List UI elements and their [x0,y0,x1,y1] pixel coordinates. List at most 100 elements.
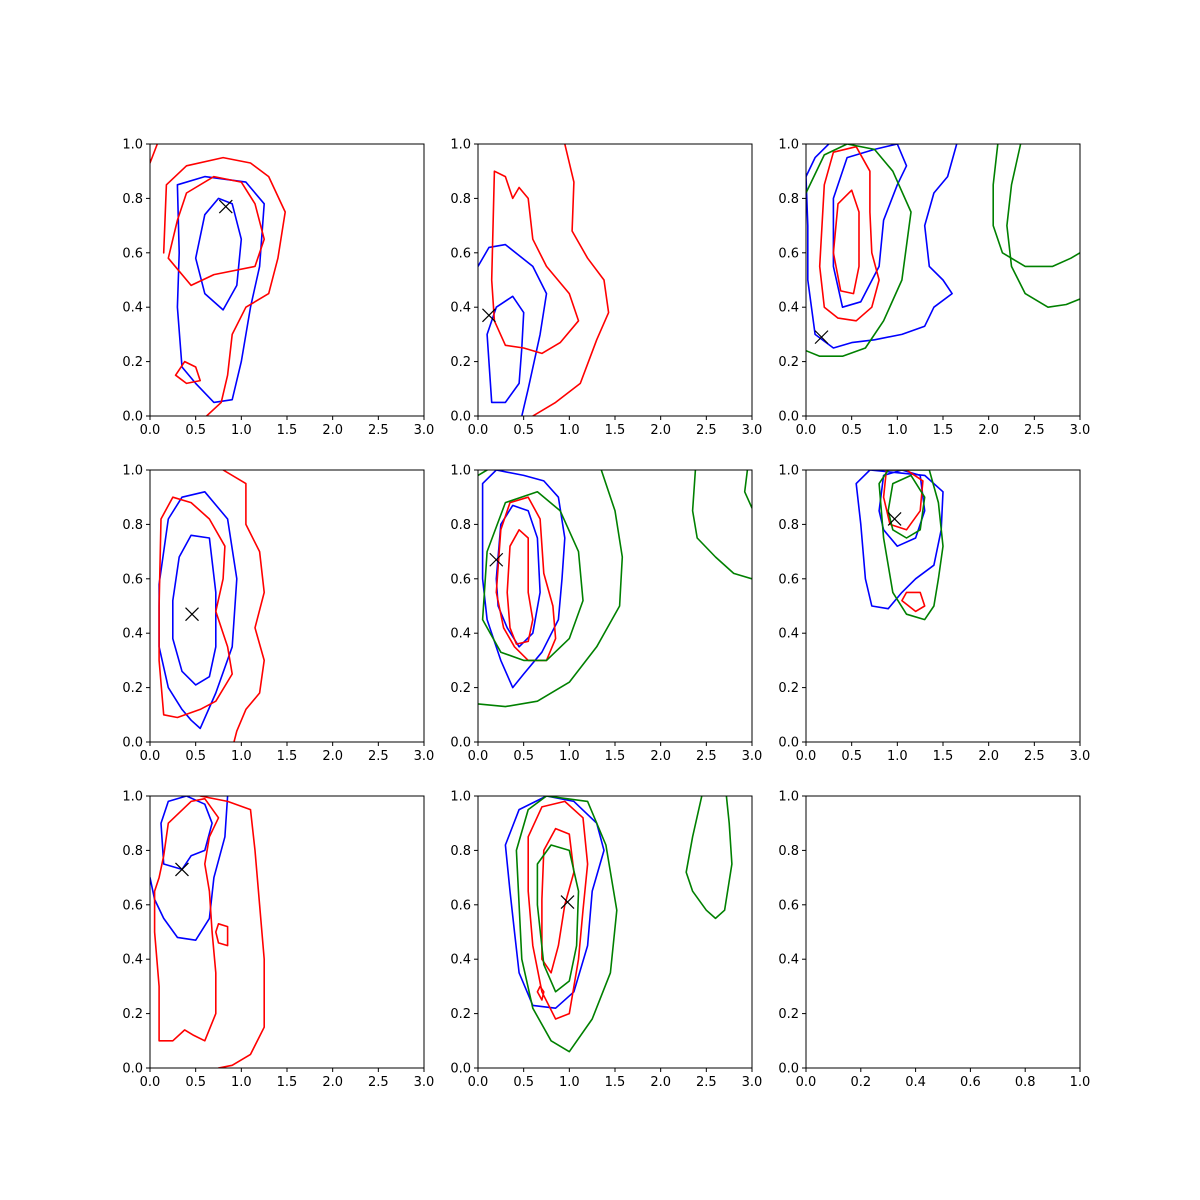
y-tick-label: 0.0 [122,410,143,425]
y-tick-label: 0.2 [778,681,799,696]
x-tick-label: 1.5 [933,423,954,438]
x-marker [482,308,496,323]
red-contour-line [167,175,265,287]
y-tick-label: 0.8 [778,844,799,859]
y-tick-label: 0.4 [122,953,143,968]
x-tick-label: 3.0 [1070,749,1091,764]
x-tick-label: 1.5 [605,423,626,438]
x-tick-label: 0.0 [468,1075,489,1090]
y-tick-label: 0.4 [450,627,471,642]
x-tick-label: 0.0 [796,749,817,764]
y-tick-label: 0.4 [450,301,471,316]
y-tick-label: 0.4 [778,953,799,968]
x-tick-label: 0.5 [185,423,206,438]
plot-area [504,796,733,1053]
panel-row1-col1: 0.0 0.5 1.0 1.5 2.0 2.5 3.0 0.0 0.2 0.4 0.6 0.8 1.0 [122,138,434,439]
x-marker [489,552,504,567]
green-contour-line [481,491,584,662]
blue-contour-line [194,197,243,311]
y-tick-label: 0.2 [122,355,143,370]
blue-contour-line [806,144,830,178]
x-tick-label: 2.5 [1024,423,1045,438]
x-marker-stroke [560,895,575,910]
y-tick-label: 0.2 [122,1007,143,1022]
plot-area [855,470,944,621]
x-tick-label: 0.6 [960,1075,981,1090]
y-tick-label: 0.8 [122,192,143,207]
x-tick-label: 1.0 [887,749,908,764]
red-contour-line [541,827,575,974]
red-contour-line [162,156,286,416]
panel-row3-col3-empty: 0.0 0.2 0.4 0.6 0.8 1.0 0.0 0.2 0.4 0.6 0.8 1.0 [778,790,1090,1091]
x-tick-label: 0.0 [468,749,489,764]
y-tick-label: 0.0 [450,1062,471,1077]
x-marker-stroke [814,330,829,345]
plot-area [150,796,265,1068]
y-tick-label: 1.0 [450,790,471,805]
red-contour-line [536,985,545,1001]
red-contour-line [222,470,265,742]
red-contour-line [150,144,159,164]
green-contour-line [685,796,733,920]
y-tick-label: 0.2 [450,1007,471,1022]
y-tick-label: 0.2 [778,1007,799,1022]
red-contour-line [490,170,580,355]
x-marker [218,199,233,214]
green-contour-line [1006,144,1080,308]
x-tick-label: 0.0 [796,1075,817,1090]
y-tick-label: 0.6 [122,246,143,261]
x-tick-label: 1.0 [887,423,908,438]
y-tick-label: 1.0 [122,138,143,153]
x-tick-label: 0.0 [468,423,489,438]
x-tick-label: 2.5 [696,1075,717,1090]
x-tick-label: 3.0 [414,1075,435,1090]
blue-contour-line [150,796,229,941]
y-tick-label: 0.6 [450,572,471,587]
red-contour-line [199,796,265,1068]
red-contour-line [832,189,860,295]
blue-contour-line [160,796,213,871]
x-tick-label: 1.5 [277,1075,298,1090]
y-tick-label: 0.2 [450,681,471,696]
y-tick-label: 0.8 [450,844,471,859]
x-tick-label: 1.0 [231,423,252,438]
y-tick-label: 0.0 [450,410,471,425]
panel-row2-col2: 0.0 0.5 1.0 1.5 2.0 2.5 3.0 0.0 0.2 0.4 0.6 0.8 1.0 [450,464,762,765]
y-tick-label: 1.0 [122,790,143,805]
y-tick-label: 0.0 [778,736,799,751]
x-tick-label: 0.5 [185,1075,206,1090]
x-tick-label: 3.0 [742,749,763,764]
y-tick-label: 1.0 [122,464,143,479]
y-tick-label: 0.8 [122,518,143,533]
x-tick-label: 2.0 [322,423,343,438]
green-contour-line [806,144,912,357]
y-tick-label: 0.8 [450,518,471,533]
x-tick-label: 1.5 [605,749,626,764]
y-tick-label: 0.0 [122,736,143,751]
y-tick-label: 1.0 [778,790,799,805]
plot-area [478,470,752,708]
y-tick-label: 0.6 [122,572,143,587]
x-tick-label: 0.0 [140,1075,161,1090]
y-tick-label: 0.8 [122,844,143,859]
x-tick-label: 1.0 [559,749,580,764]
plot-area [158,470,265,742]
red-contour-line [532,144,610,416]
y-tick-label: 1.0 [450,464,471,479]
x-tick-label: 2.5 [368,423,389,438]
plot-area [806,144,1080,357]
red-contour-line [882,470,924,531]
blue-contour-line [481,470,566,689]
blue-contour-line [806,144,958,349]
x-tick-label: 3.0 [742,423,763,438]
x-tick-label: 2.0 [978,423,999,438]
blue-contour-line [878,470,926,547]
y-tick-label: 1.0 [778,138,799,153]
y-tick-label: 0.2 [450,355,471,370]
x-tick-label: 3.0 [414,423,435,438]
red-contour-line [527,800,589,1020]
x-tick-label: 0.0 [140,423,161,438]
x-tick-label: 2.5 [368,1075,389,1090]
x-tick-label: 2.0 [650,423,671,438]
